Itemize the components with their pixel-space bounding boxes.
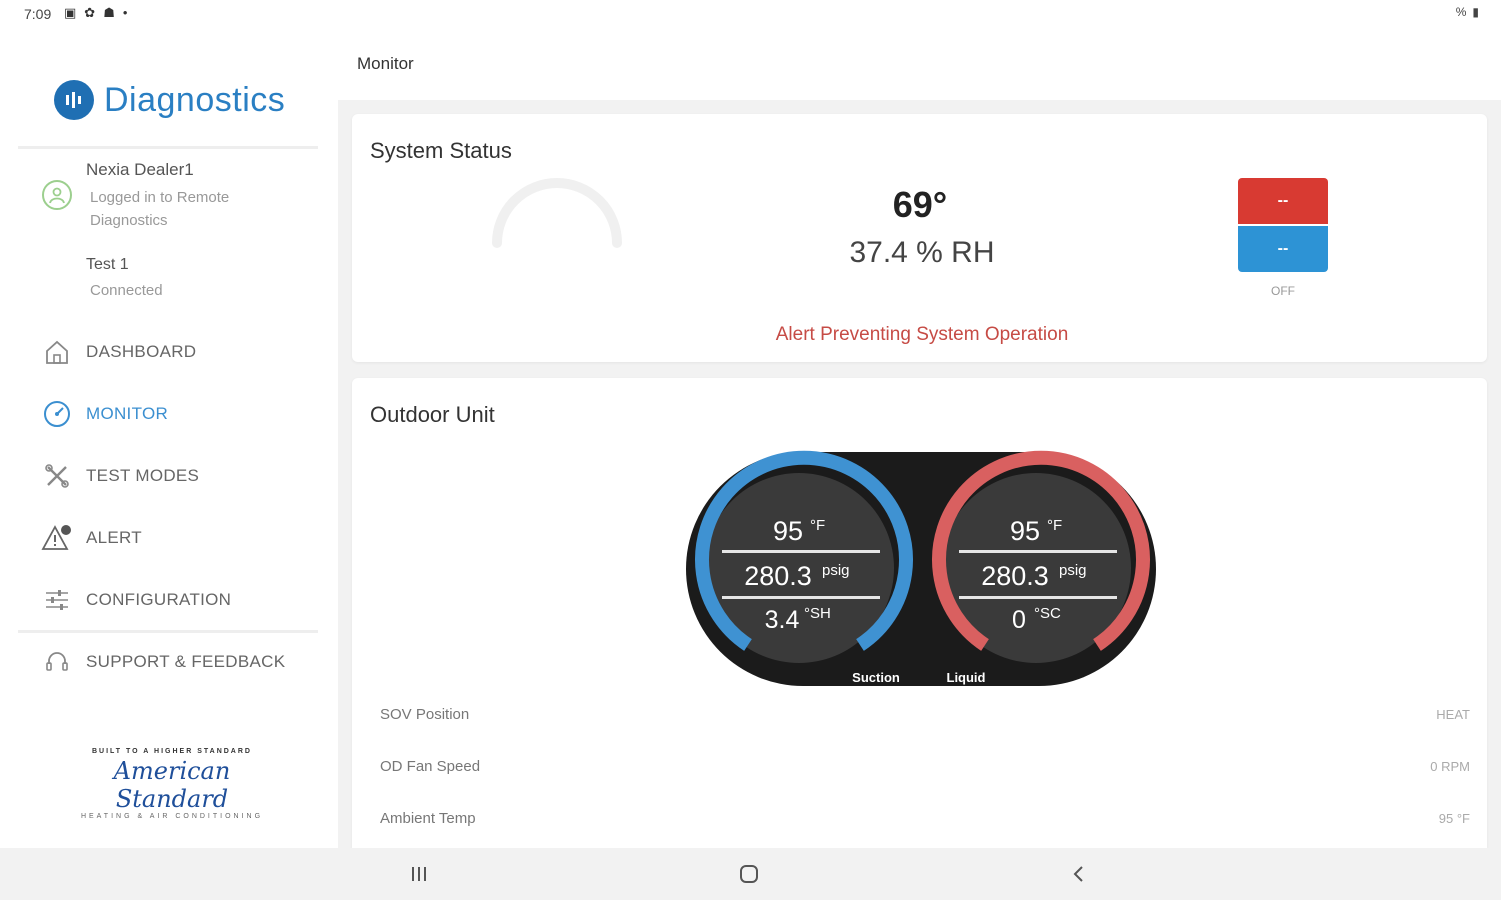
diagnostics-logo-icon [54, 80, 94, 120]
device-status: Connected [90, 282, 163, 299]
recents-icon [412, 867, 426, 881]
system-alert-text[interactable]: Alert Preventing System Operation [775, 324, 1069, 345]
nav-support-feedback[interactable]: SUPPORT & FEEDBACK [40, 642, 330, 682]
app-title: Diagnostics [104, 80, 286, 119]
outdoor-unit-title: Outdoor Unit [370, 402, 495, 427]
tools-icon [40, 459, 74, 493]
page-title: Monitor [357, 54, 414, 73]
info-row-od-fan-speed: OD Fan Speed 0 RPM [380, 753, 1470, 779]
info-row-label: Ambient Temp [380, 809, 476, 827]
gauge-icon [40, 397, 74, 431]
info-row-value: 95 °F [1438, 810, 1470, 826]
nav-monitor[interactable]: MONITOR [40, 394, 330, 434]
loading-spinner-icon [492, 178, 622, 248]
system-status-card: System Status 69° 37.4 % RH Alert Preven… [352, 114, 1487, 362]
sidebar: Diagnostics Nexia Dealer1 Logged in to R… [0, 30, 338, 848]
outdoor-unit-card: Outdoor Unit 95 °F 280.3 psig 3.4 °SH Su… [352, 378, 1487, 848]
info-row-value: 0 RPM [1430, 758, 1470, 774]
brand-logo-subline: HEATING & AIR CONDITIONING [80, 813, 264, 820]
info-row-label: SOV Position [380, 705, 470, 723]
info-row-ambient-temp: Ambient Temp 95 °F [380, 805, 1470, 831]
nav-alert[interactable]: ALERT [40, 518, 330, 558]
top-bar: Monitor [338, 30, 1501, 100]
liquid-subcool-unit: °SC [1034, 605, 1061, 622]
dot-icon: • [122, 5, 128, 20]
app-brand: Diagnostics [54, 80, 285, 120]
home-button[interactable] [735, 860, 763, 888]
device-name: Test 1 [86, 256, 129, 273]
settings-icon: ✿ [84, 5, 96, 20]
alert-icon [40, 521, 74, 555]
system-navigation-bar [0, 848, 1501, 900]
status-bar: 7:09 ▣ ✿ ☗ • % ▮ [0, 0, 1501, 30]
nav-dashboard[interactable]: DASHBOARD [40, 332, 330, 372]
wifi-icon: % [1455, 5, 1467, 19]
suction-label: Suction [852, 670, 900, 685]
liquid-temp-unit: °F [1047, 517, 1062, 534]
nav-dashboard-label: DASHBOARD [86, 342, 197, 361]
refrigerant-gauges: 95 °F 280.3 psig 3.4 °SH Suction 95 °F 2… [686, 450, 1156, 686]
device-info[interactable]: Test 1 Connected [86, 256, 163, 299]
nav-test-modes[interactable]: TEST MODES [40, 456, 330, 496]
suction-gauge-ring [695, 450, 913, 651]
nav-alert-label: ALERT [86, 528, 142, 547]
suction-pressure: 280.3 [744, 561, 812, 591]
suction-superheat: 3.4 [765, 606, 800, 634]
sidebar-divider [18, 630, 318, 633]
home-icon [40, 335, 74, 369]
back-button[interactable] [1065, 860, 1093, 888]
nav-test-modes-label: TEST MODES [86, 466, 200, 485]
image-icon: ▣ [64, 5, 77, 20]
info-row-label: OD Fan Speed [380, 757, 481, 775]
back-chevron-icon [1073, 866, 1083, 882]
liquid-temp: 95 [1010, 516, 1040, 546]
user-avatar-icon [42, 180, 72, 210]
brand-logo-tagline: BUILT TO A HIGHER STANDARD [92, 748, 252, 755]
suction-pressure-unit: psig [822, 562, 850, 579]
american-standard-logo: BUILT TO A HIGHER STANDARD American Stan… [62, 748, 282, 820]
heat-setpoint[interactable]: -- [1238, 178, 1328, 224]
suction-temp: 95 [773, 516, 803, 546]
indoor-temperature: 69° [892, 184, 948, 225]
liquid-gauge-ring [932, 450, 1150, 651]
liquid-subcool: 0 [1012, 606, 1026, 634]
mode-setpoint-control[interactable]: -- -- OFF [1238, 178, 1328, 298]
system-mode-state: OFF [1271, 284, 1295, 298]
brand-logo-name: American Standard [113, 757, 231, 813]
user-name: Nexia Dealer1 [86, 160, 194, 179]
liquid-pressure: 280.3 [981, 561, 1049, 591]
info-row-value: HEAT [1436, 706, 1470, 722]
system-status-title: System Status [370, 138, 512, 163]
account-icon: ☗ [103, 5, 115, 20]
status-time: 7:09 [24, 6, 52, 22]
recent-apps-button[interactable] [405, 860, 433, 888]
nav-monitor-label: MONITOR [86, 404, 169, 423]
info-row-sov-position: SOV Position HEAT [380, 701, 1470, 727]
nav-configuration[interactable]: CONFIGURATION [40, 580, 330, 620]
nav-support-feedback-label: SUPPORT & FEEDBACK [86, 652, 286, 671]
cool-setpoint[interactable]: -- [1238, 226, 1328, 272]
sliders-icon [40, 583, 74, 617]
liquid-pressure-unit: psig [1059, 562, 1087, 579]
suction-superheat-unit: °SH [804, 605, 831, 622]
main-content: Monitor System Status 69° 37.4 % RH Aler… [338, 30, 1501, 848]
headset-icon [40, 645, 74, 679]
sidebar-divider [18, 146, 318, 149]
suction-temp-unit: °F [810, 517, 825, 534]
battery-icon: ▮ [1472, 5, 1479, 19]
indoor-humidity: 37.4 % RH [849, 236, 995, 269]
home-circle-icon [740, 865, 758, 883]
user-status: Logged in to Remote Diagnostics [90, 189, 230, 229]
liquid-label: Liquid [947, 670, 986, 685]
nav-configuration-label: CONFIGURATION [86, 590, 232, 609]
